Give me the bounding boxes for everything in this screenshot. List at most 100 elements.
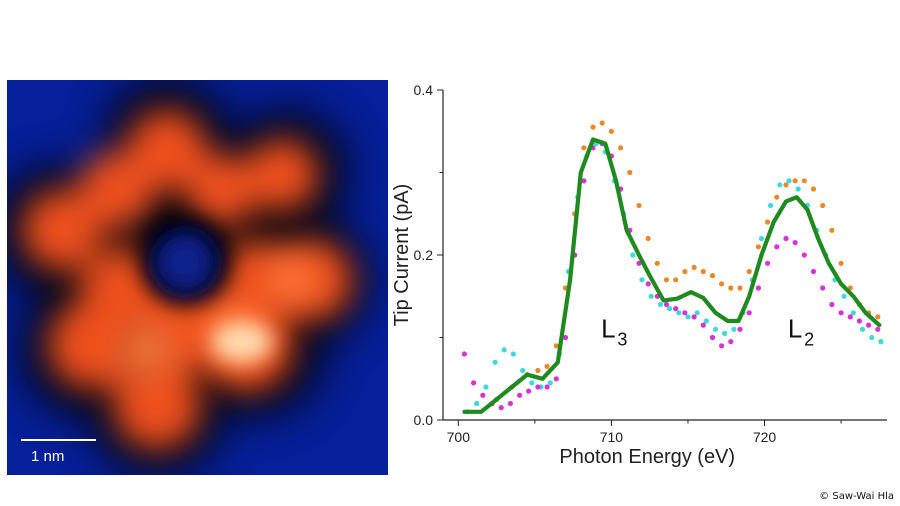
- data-point: [765, 219, 771, 225]
- data-point: [657, 301, 663, 308]
- molecule-topography: [7, 80, 369, 475]
- data-point: [878, 339, 884, 345]
- data-point: [746, 310, 752, 316]
- data-point: [667, 306, 673, 312]
- data-point: [838, 260, 844, 266]
- data-point: [838, 310, 844, 316]
- data-point: [691, 314, 697, 320]
- data-point: [645, 281, 651, 287]
- data-point: [471, 380, 477, 386]
- data-point: [712, 326, 719, 332]
- data-point: [841, 293, 847, 299]
- data-point: [820, 202, 826, 209]
- data-point: [636, 202, 642, 209]
- data-point: [480, 392, 486, 398]
- data-point: [737, 285, 743, 291]
- data-point: [608, 128, 614, 134]
- data-point: [544, 363, 550, 369]
- data-point: [507, 400, 513, 407]
- data-point: [526, 388, 532, 394]
- data-point: [676, 310, 682, 316]
- data-point: [691, 264, 697, 270]
- scale-bar-label: 1 nm: [31, 448, 65, 465]
- y-axis-label: Tip Current (pA): [391, 184, 413, 327]
- data-point: [474, 400, 480, 407]
- data-point: [869, 334, 875, 341]
- data-point: [682, 310, 688, 316]
- data-point: [737, 326, 743, 332]
- data-point: [535, 384, 541, 390]
- data-point: [553, 376, 559, 382]
- center-hole: [141, 218, 229, 306]
- data-point: [795, 186, 801, 192]
- data-point: [768, 202, 774, 209]
- x-tick-label: 700: [447, 429, 471, 445]
- data-point: [663, 277, 670, 283]
- data-point: [847, 314, 853, 320]
- data-point: [581, 145, 587, 151]
- data-point: [520, 367, 526, 374]
- data-point: [510, 351, 516, 357]
- data-point: [801, 252, 807, 258]
- y-tick-label: 0.2: [414, 247, 434, 263]
- data-point: [663, 301, 670, 308]
- data-point: [483, 384, 489, 390]
- data-point: [648, 293, 654, 299]
- data-point: [792, 240, 798, 246]
- annotation-base: L: [788, 314, 802, 344]
- data-point: [709, 273, 716, 279]
- molecule-lobes: [22, 110, 352, 449]
- data-point: [875, 326, 881, 332]
- y-tick-label: 0.4: [414, 82, 434, 98]
- data-point: [654, 260, 660, 266]
- data-point: [694, 310, 700, 316]
- data-point: [728, 285, 734, 291]
- data-point: [755, 285, 761, 291]
- data-point: [755, 244, 761, 250]
- data-point: [719, 281, 725, 287]
- fit-line: [462, 137, 882, 414]
- data-point: [829, 227, 835, 233]
- annotation-subscript: 2: [804, 330, 814, 350]
- data-point: [810, 268, 817, 275]
- data-point: [553, 343, 559, 349]
- data-point: [618, 145, 624, 151]
- data-point: [783, 235, 789, 242]
- data-point: [529, 380, 535, 386]
- data-point: [765, 260, 771, 266]
- data-point: [581, 178, 587, 184]
- scale-bar: [21, 439, 96, 441]
- data-point: [728, 339, 734, 345]
- y-tick-label: 0.0: [414, 412, 434, 428]
- stm-image: 1 nm: [7, 80, 388, 475]
- data-point: [722, 330, 728, 336]
- data-point: [544, 384, 550, 390]
- data-point: [859, 326, 866, 332]
- data-point: [517, 392, 523, 398]
- data-point: [501, 347, 507, 353]
- data-point: [682, 268, 688, 275]
- data-point: [786, 178, 792, 184]
- data-point: [700, 268, 706, 275]
- data-point: [746, 268, 752, 275]
- data-point: [492, 359, 498, 365]
- data-point: [783, 182, 789, 188]
- data-point: [627, 169, 633, 176]
- data-point: [639, 277, 645, 283]
- data-point: [875, 314, 881, 320]
- data-point: [535, 367, 541, 374]
- photo-credit: © Saw-Wai Hla: [819, 491, 894, 502]
- data-point: [774, 194, 780, 200]
- data-point: [820, 285, 826, 291]
- x-tick-label: 710: [600, 429, 624, 445]
- data-point: [645, 235, 651, 242]
- data-point: [866, 322, 872, 328]
- data-point: [774, 244, 780, 250]
- data-point: [590, 124, 596, 130]
- data-point: [498, 405, 504, 411]
- data-point: [685, 314, 691, 320]
- data-point: [673, 277, 679, 283]
- data-point: [599, 120, 605, 126]
- data-point: [562, 334, 569, 341]
